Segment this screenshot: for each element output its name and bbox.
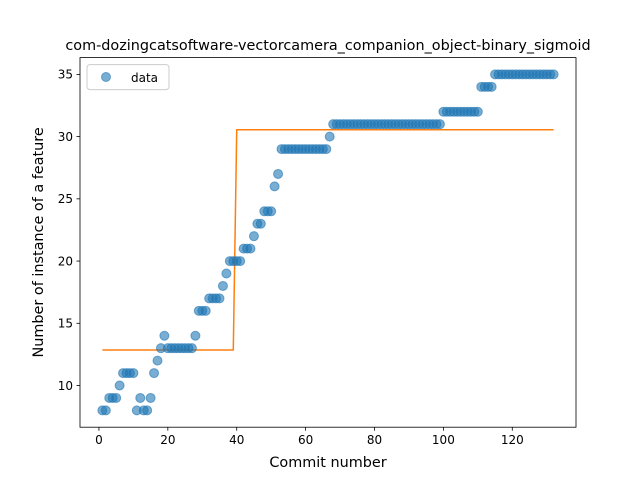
data-point-4 [111, 392, 122, 403]
data-point-66 [324, 131, 335, 142]
legend-frame [86, 64, 170, 91]
data-point-11 [135, 392, 146, 403]
data-point-36 [221, 268, 232, 279]
x-axis-label: Commit number [269, 455, 386, 471]
x-axis-ticks: 0 20 40 60 80 100 120 [95, 427, 524, 447]
plot-frame [79, 57, 577, 428]
data-point-9 [128, 368, 139, 379]
y-tick-label: 35 [58, 68, 73, 82]
y-tick-label: 15 [58, 317, 73, 331]
data-point-5 [114, 380, 125, 391]
legend-label-data: data [131, 71, 158, 85]
y-axis-ticks: 10 15 20 25 30 35 [58, 68, 80, 393]
data-point-109 [472, 106, 483, 117]
data-point-1 [100, 405, 111, 416]
data-point-44 [248, 231, 259, 242]
data-point-30 [200, 305, 211, 316]
data-point-46 [255, 218, 266, 229]
x-tick-label: 0 [95, 433, 103, 447]
data-point-14 [145, 392, 156, 403]
data-point-35 [217, 280, 228, 291]
y-tick-label: 20 [58, 254, 73, 268]
data-point-15 [149, 368, 160, 379]
x-tick-label: 40 [229, 433, 244, 447]
x-tick-label: 60 [298, 433, 313, 447]
x-tick-label: 100 [432, 433, 455, 447]
data-point-50 [269, 181, 280, 192]
x-tick-label: 80 [367, 433, 382, 447]
y-tick-label: 25 [58, 192, 73, 206]
data-point-43 [245, 243, 256, 254]
x-tick-label: 120 [501, 433, 524, 447]
data-point-98 [434, 119, 445, 130]
data-point-34 [214, 293, 225, 304]
data-point-51 [273, 168, 284, 179]
y-axis-label: Number of instance of a feature [31, 127, 47, 357]
x-tick-label: 20 [160, 433, 175, 447]
data-point-18 [159, 330, 170, 341]
legend-marker-data [101, 72, 111, 82]
y-tick-label: 30 [58, 130, 73, 144]
chart-title: com-dozingcatsoftware-vectorcamera_compa… [65, 38, 590, 54]
data-point-65 [321, 144, 332, 155]
y-tick-label: 10 [58, 379, 73, 393]
data-point-13 [142, 405, 153, 416]
plot-area [80, 57, 576, 428]
legend: data [86, 64, 170, 91]
point-layer [97, 69, 559, 416]
data-point-131 [548, 69, 559, 80]
data-point-113 [486, 81, 497, 92]
data-point-26 [186, 343, 197, 354]
data-point-16 [152, 355, 163, 366]
data-point-40 [235, 256, 246, 267]
data-point-27 [190, 330, 201, 341]
data-point-49 [266, 206, 277, 217]
